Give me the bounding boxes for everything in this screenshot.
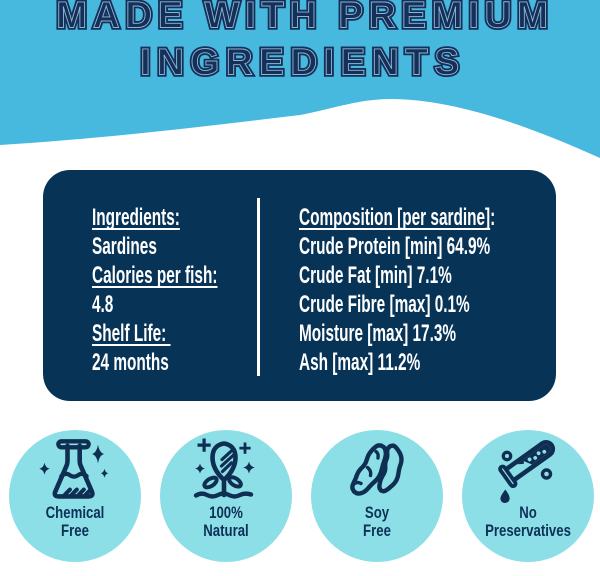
svg-text:INGREDIENTS: INGREDIENTS (140, 41, 465, 82)
svg-text:MADE WITH PREMIUM: MADE WITH PREMIUM (56, 0, 554, 35)
svg-text:INGREDIENTS: INGREDIENTS (140, 41, 465, 82)
svg-text:MADE WITH PREMIUM: MADE WITH PREMIUM (56, 0, 554, 35)
